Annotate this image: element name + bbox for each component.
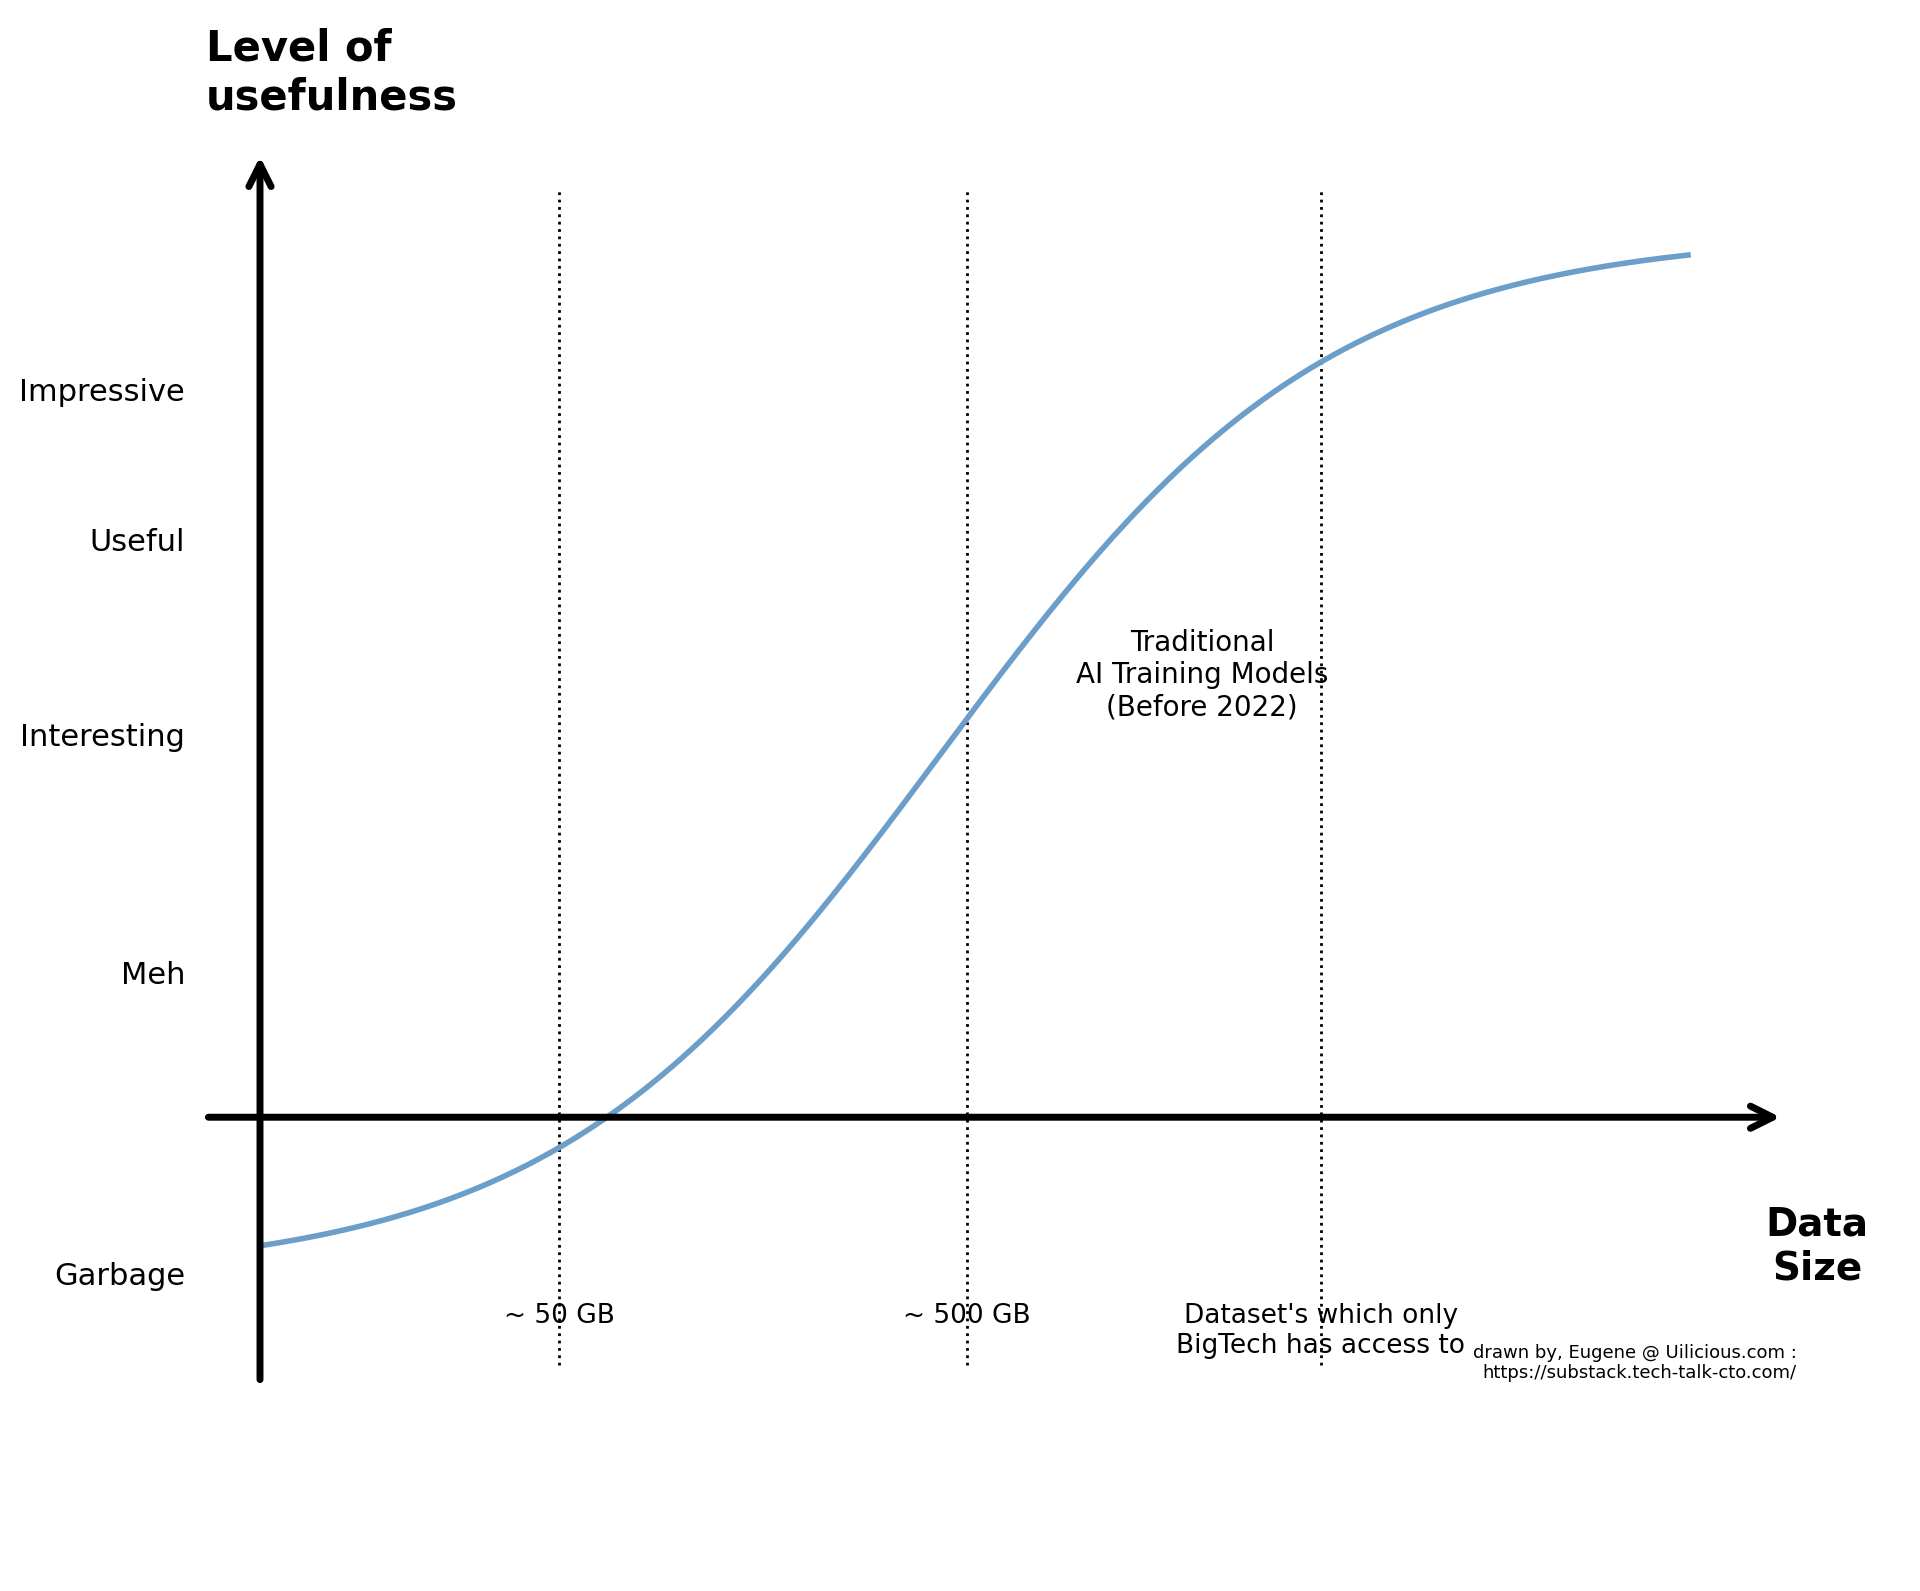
Text: Traditional
AI Training Models
(Before 2022): Traditional AI Training Models (Before 2… <box>1075 628 1329 722</box>
Text: Garbage: Garbage <box>54 1262 184 1290</box>
Text: Useful: Useful <box>90 528 184 557</box>
Text: ~ 500 GB: ~ 500 GB <box>904 1303 1031 1328</box>
Text: Data
Size: Data Size <box>1766 1206 1868 1287</box>
Text: Dataset's which only
BigTech has access to: Dataset's which only BigTech has access … <box>1177 1303 1465 1359</box>
Text: Meh: Meh <box>121 961 184 990</box>
Text: ~ 50 GB: ~ 50 GB <box>503 1303 614 1328</box>
Text: drawn by, Eugene @ Uilicious.com :
https://substack.tech-talk-cto.com/: drawn by, Eugene @ Uilicious.com : https… <box>1473 1344 1797 1383</box>
Text: Interesting: Interesting <box>21 722 184 751</box>
Text: Level of
usefulness: Level of usefulness <box>205 27 457 118</box>
Text: Impressive: Impressive <box>19 379 184 407</box>
